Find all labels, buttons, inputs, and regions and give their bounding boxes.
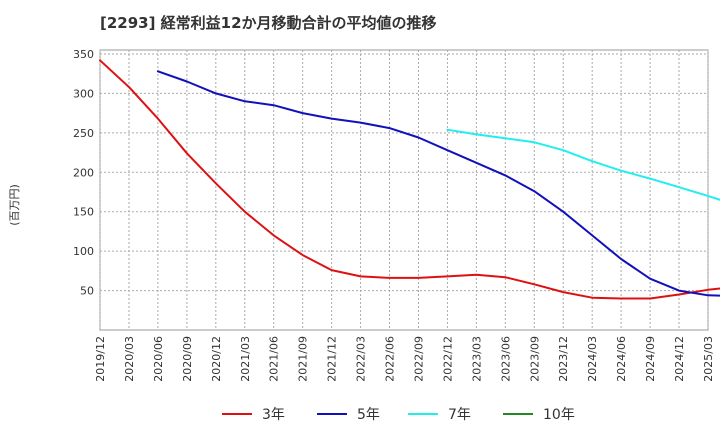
series-lines: [99, 59, 720, 300]
x-tick-label: 2022/09: [412, 336, 425, 382]
legend: 3年 5年 7年 10年: [222, 407, 575, 423]
y-axis-label: (百万円): [8, 184, 21, 226]
x-tick-label: 2020/12: [210, 336, 223, 382]
x-tick-label: 2021/12: [326, 336, 339, 382]
x-tick-label: 2020/09: [181, 336, 194, 382]
x-tick-label: 2022/03: [355, 336, 368, 382]
x-tick-label: 2024/06: [615, 336, 628, 382]
series-line-1: [99, 59, 720, 300]
legend-label: 5年: [357, 407, 380, 423]
x-tick-label: 2023/06: [499, 336, 512, 382]
x-tick-label: 2024/12: [673, 336, 686, 382]
y-tick-label: 50: [80, 285, 94, 298]
x-tick-label: 2020/03: [123, 336, 136, 382]
x-tick-label: 2023/12: [557, 336, 570, 382]
x-tick-label: 2022/06: [384, 336, 397, 382]
legend-label: 10年: [543, 407, 575, 423]
legend-label: 7年: [448, 407, 471, 423]
y-tick-label: 250: [73, 127, 94, 140]
y-tick-label: 100: [73, 245, 94, 258]
chart-title: [2293] 経常利益12か月移動合計の平均値の推移: [100, 14, 437, 32]
plot-area: [99, 49, 709, 331]
x-tick-label: 2022/12: [441, 336, 454, 382]
x-tick-label: 2021/03: [239, 336, 252, 382]
y-axis: 50 100 150 200 250 300 350: [73, 48, 94, 298]
x-tick-label: 2019/12: [94, 336, 107, 382]
y-tick-label: 350: [73, 48, 94, 61]
y-tick-label: 150: [73, 206, 94, 219]
x-tick-label: 2021/06: [268, 336, 281, 382]
x-tick-label: 2023/09: [528, 336, 541, 382]
y-tick-label: 200: [73, 166, 94, 179]
x-tick-label: 2024/09: [644, 336, 657, 382]
x-axis: 2019/12 2020/03 2020/06 2020/09 2020/12 2021/…: [94, 336, 715, 382]
legend-label: 3年: [262, 407, 285, 423]
x-tick-label: 2024/03: [586, 336, 599, 382]
series-line-2: [156, 70, 720, 297]
series-line-3: [446, 128, 720, 201]
x-tick-label: 2021/09: [297, 336, 310, 382]
x-tick-label: 2025/03: [702, 336, 715, 382]
x-tick-label: 2020/06: [152, 336, 165, 382]
grid-lines: [99, 50, 709, 330]
x-tick-label: 2023/03: [470, 336, 483, 382]
y-tick-label: 300: [73, 87, 94, 100]
